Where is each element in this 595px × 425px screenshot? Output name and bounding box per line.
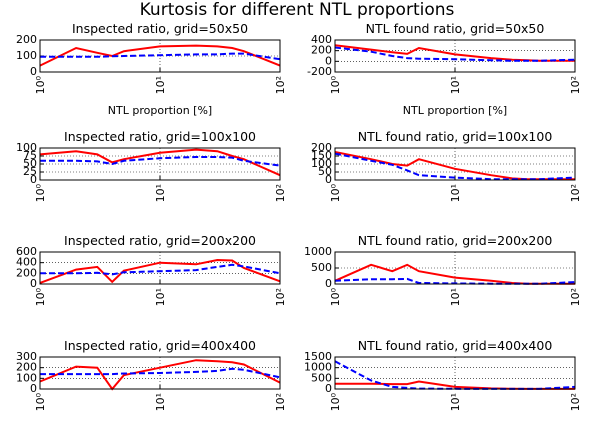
axes-frame xyxy=(334,147,576,181)
y-tick-label: 25 xyxy=(23,165,37,178)
x-tick-label: 10⁰ xyxy=(34,183,47,202)
y-tick-label: 0 xyxy=(325,277,332,290)
y-tick-label: 0 xyxy=(30,382,37,395)
x-tick-label: 10² xyxy=(274,393,287,411)
x-tick-label: 10¹ xyxy=(449,288,462,306)
series-line xyxy=(40,263,281,276)
axes-frame xyxy=(334,251,576,285)
y-tick-label: 1500 xyxy=(304,350,332,363)
series-line xyxy=(334,44,575,62)
x-axis-label: NTL proportion [%] xyxy=(108,104,212,117)
x-tick-label: 10² xyxy=(569,76,582,94)
series-line xyxy=(334,46,576,62)
y-tick-label: 50 xyxy=(23,157,37,170)
x-tick-label: 10⁰ xyxy=(34,75,47,94)
y-tick-label: 0 xyxy=(325,382,332,395)
series-line xyxy=(39,44,281,67)
x-tick-label: 10¹ xyxy=(154,184,167,202)
subplot-title: Inspected ratio, grid=50x50 xyxy=(72,21,248,36)
x-tick-label: 10² xyxy=(569,184,582,202)
subplot-title: NTL found ratio, grid=200x200 xyxy=(358,233,553,248)
x-tick-label: 10¹ xyxy=(154,288,167,306)
x-tick-label: 10² xyxy=(569,393,582,411)
y-tick-label: 200 xyxy=(16,33,37,46)
y-tick-label: 200 xyxy=(311,44,332,57)
y-tick-label: 500 xyxy=(311,261,332,274)
y-tick-label: 100 xyxy=(311,157,332,170)
y-tick-label: 200 xyxy=(16,361,37,374)
y-tick-label: -200 xyxy=(307,65,332,78)
series-line xyxy=(334,152,576,181)
y-tick-label: 0 xyxy=(30,173,37,186)
x-tick-label: 10² xyxy=(274,76,287,94)
series-line xyxy=(39,148,281,177)
y-tick-label: 500 xyxy=(311,371,332,384)
y-tick-label: 400 xyxy=(16,256,37,269)
y-tick-label: 100 xyxy=(16,49,37,62)
axes-frame xyxy=(334,356,576,390)
series-line xyxy=(40,367,281,379)
subplot-title: Inspected ratio, grid=200x200 xyxy=(64,233,256,248)
x-tick-label: 10² xyxy=(274,184,287,202)
y-tick-label: 50 xyxy=(318,165,332,178)
x-tick-label: 10⁰ xyxy=(34,392,47,411)
series-line xyxy=(39,359,281,391)
y-tick-label: 300 xyxy=(16,350,37,363)
subplot-title: NTL found ratio, grid=100x100 xyxy=(358,129,553,144)
subplot-title: NTL found ratio, grid=400x400 xyxy=(358,338,553,353)
series-line xyxy=(334,277,576,285)
series-line xyxy=(40,156,281,167)
y-tick-label: 100 xyxy=(16,141,37,154)
y-tick-label: 150 xyxy=(311,149,332,162)
axes-frame xyxy=(334,39,576,73)
y-tick-label: 400 xyxy=(311,33,332,46)
x-tick-label: 10⁰ xyxy=(329,75,342,94)
x-tick-label: 10⁰ xyxy=(34,287,47,306)
y-tick-label: 0 xyxy=(30,65,37,78)
axes-frame xyxy=(39,39,281,73)
axes-frame xyxy=(39,147,281,181)
axes-frame xyxy=(39,356,281,390)
x-tick-label: 10¹ xyxy=(449,393,462,411)
y-tick-label: 1000 xyxy=(304,361,332,374)
series-line xyxy=(39,258,281,284)
y-tick-label: 1000 xyxy=(304,245,332,258)
y-tick-label: 75 xyxy=(23,149,37,162)
x-tick-label: 10¹ xyxy=(449,184,462,202)
y-tick-label: 200 xyxy=(16,266,37,279)
subplot-title: NTL found ratio, grid=50x50 xyxy=(366,21,545,36)
subplot-title: Inspected ratio, grid=400x400 xyxy=(64,338,256,353)
y-tick-label: 0 xyxy=(325,54,332,67)
y-tick-label: 0 xyxy=(325,173,332,186)
x-tick-label: 10² xyxy=(274,288,287,306)
subplot-title: Inspected ratio, grid=100x100 xyxy=(64,129,256,144)
y-tick-label: 0 xyxy=(30,277,37,290)
x-tick-label: 10² xyxy=(569,288,582,306)
x-tick-label: 10⁰ xyxy=(329,287,342,306)
y-tick-label: 200 xyxy=(311,141,332,154)
x-tick-label: 10⁰ xyxy=(329,392,342,411)
x-tick-label: 10¹ xyxy=(154,76,167,94)
axes-frame xyxy=(39,251,281,285)
x-axis-label: NTL proportion [%] xyxy=(403,104,507,117)
x-tick-label: 10¹ xyxy=(449,76,462,94)
series-line xyxy=(40,52,281,61)
figure-title: Kurtosis for different NTL proportions xyxy=(140,0,455,20)
x-tick-label: 10⁰ xyxy=(329,183,342,202)
y-tick-label: 600 xyxy=(16,245,37,258)
x-tick-label: 10¹ xyxy=(154,393,167,411)
y-tick-label: 100 xyxy=(16,371,37,384)
